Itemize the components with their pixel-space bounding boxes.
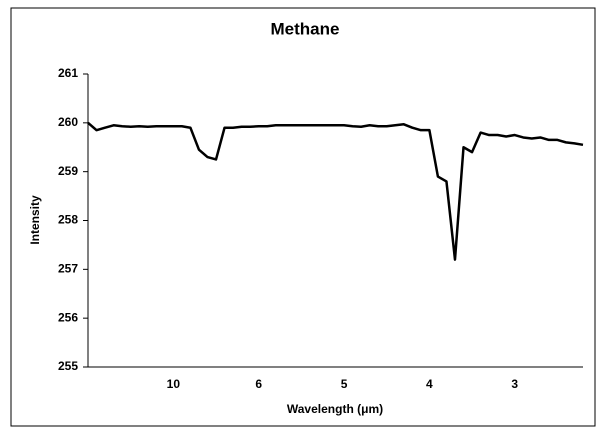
x-tick-label: 4 <box>426 377 433 391</box>
chart-title: Methane <box>271 19 340 38</box>
y-tick-label: 260 <box>58 115 78 129</box>
y-tick-label: 258 <box>58 213 78 227</box>
y-tick-label: 256 <box>58 310 78 324</box>
y-axis-title: Intensity <box>28 195 42 245</box>
x-tick-label: 10 <box>167 377 181 391</box>
y-tick-label: 257 <box>58 262 78 276</box>
x-tick-label: 6 <box>255 377 262 391</box>
chart-frame <box>10 7 596 427</box>
x-tick-label: 5 <box>341 377 348 391</box>
x-tick-label: 3 <box>511 377 518 391</box>
y-tick-label: 261 <box>58 66 78 80</box>
y-tick-label: 255 <box>58 359 78 373</box>
data-line <box>87 121 584 261</box>
x-axis-title: Wavelength (μm) <box>287 402 383 416</box>
y-tick-label: 259 <box>58 164 78 178</box>
